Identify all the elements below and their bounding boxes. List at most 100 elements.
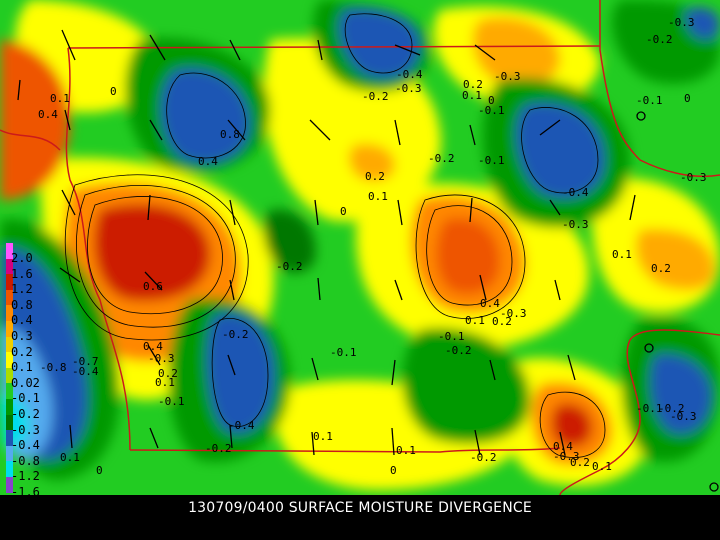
legend-swatch (6, 430, 13, 446)
legend-swatch (6, 477, 13, 493)
contour-label: 0 (684, 92, 691, 105)
contour-label: 0.1 (155, 376, 175, 389)
legend-level-label: 0.02 (11, 375, 40, 390)
contour-label: 0.1 (592, 460, 612, 473)
legend-swatch (6, 383, 13, 399)
legend-level-label: 0.8 (11, 297, 33, 312)
contour-label: -0.2 (646, 33, 673, 46)
contour-label: 0.2 (570, 456, 590, 469)
contour-label: 0.1 (50, 92, 70, 105)
contour-label: -0.2 (445, 344, 472, 357)
legend-swatch (6, 243, 13, 259)
contour-label: -0.8 (40, 361, 67, 374)
contour-label: 0.1 (313, 430, 333, 443)
legend-swatch (6, 445, 13, 462)
contour-label: -0.1 (158, 395, 185, 408)
legend-swatch (6, 352, 13, 368)
legend-swatch (6, 399, 13, 415)
contour-label: 0.2 (463, 78, 483, 91)
contour-label: -0.4 (228, 419, 255, 432)
contour-label: 0.2 (492, 315, 512, 328)
contour-label: -0.3 (553, 450, 580, 463)
contour-label: -0.2 (362, 90, 389, 103)
legend-level-label: 0.1 (11, 360, 33, 375)
legend-level-label: -1.6 (11, 485, 40, 499)
contour-label: 0.8 (220, 128, 240, 141)
contour-label: 0.2 (651, 262, 671, 275)
legend-level-label: 0.3 (11, 329, 33, 343)
contour-label: 0.1 (368, 190, 388, 203)
station-marker (636, 111, 646, 121)
contour-label: -0.2 (470, 451, 497, 464)
contour-label: -0.1 (636, 402, 663, 415)
contour-label: 0.6 (143, 280, 163, 293)
contour-label: -0.3 (395, 82, 422, 95)
contour-label: -0.4 (562, 186, 589, 199)
legend-level-label: -0.2 (11, 407, 40, 421)
contour-label: -0.1 (438, 330, 465, 343)
contour-label: 0 (340, 205, 347, 218)
contour-label: 0.4 (480, 297, 500, 310)
legend-level-label: 0.4 (11, 313, 33, 328)
contour-label: -0.2 (205, 442, 232, 455)
station-marker (644, 343, 654, 353)
contour-label: -0.2 (222, 328, 249, 341)
contour-label: 0 (390, 464, 397, 477)
contour-label: 0.4 (38, 108, 58, 121)
legend-level-label: 2.0 (11, 251, 33, 265)
legend-swatch (6, 461, 13, 477)
contour-label: -0.3 (148, 352, 175, 365)
wind-barbs (17, 29, 636, 456)
contour-label: -0.1 (478, 104, 505, 117)
contour-label: -0.1 (636, 94, 663, 107)
contour-label: -0.4 (396, 68, 423, 81)
contour-label: -0.3 (500, 307, 527, 320)
contour-label: -0.3 (680, 171, 707, 184)
legend-level-label: -0.1 (11, 391, 40, 406)
legend-swatch (6, 414, 13, 431)
contour-label: 0.1 (462, 89, 482, 102)
legend-swatch (6, 274, 13, 290)
contour-label: -0.1 (478, 154, 505, 167)
contour-label: 0 (488, 94, 495, 107)
contour-label: -0.1 (330, 346, 357, 359)
legend-level-label: -1.2 (11, 469, 40, 484)
legend-level-label: 1.2 (11, 282, 33, 297)
contour-label: 0 (110, 85, 117, 98)
contour-label: 0.1 (396, 444, 416, 457)
legend-swatch (6, 305, 13, 321)
contour-label: -0.3 (494, 70, 521, 83)
contour-label: 0.2 (158, 367, 178, 380)
contour-label: 0.2 (365, 170, 385, 183)
contour-label: -0.2 (658, 402, 685, 415)
contour-label: 0 (96, 464, 103, 477)
legend-swatch (6, 289, 13, 306)
contour-label: -0.3 (670, 410, 697, 423)
legend-level-label: -0.4 (11, 438, 40, 453)
contour-label: -0.3 (668, 16, 695, 29)
contour-labels: 0 0.1 0.4 0.8 0.4 -0.2 -0.4 -0.3 -0.3 0.… (38, 16, 707, 477)
legend-swatch (6, 258, 13, 275)
contour-label: -0.7 (72, 355, 99, 368)
contour-label: 0.4 (198, 155, 218, 168)
contour-label: 0.1 (612, 248, 632, 261)
legend-swatch (6, 336, 13, 353)
contour-label: 0.4 (553, 440, 573, 453)
contour-label: 0.1 (60, 451, 80, 464)
contour-label: 0.4 (143, 340, 163, 353)
moisture-divergence-map: 0 0.1 0.4 0.8 0.4 -0.2 -0.4 -0.3 -0.3 0.… (0, 0, 720, 495)
station-marker (709, 482, 719, 492)
legend-level-label: -0.8 (11, 453, 40, 468)
contour-label: -0.3 (562, 218, 589, 231)
contour-label: 0.1 (465, 314, 485, 327)
legend-level-label: -0.3 (11, 422, 40, 437)
contour-label: -0.2 (428, 152, 455, 165)
legend-swatch (6, 321, 13, 337)
legend-level-label: 0.2 (11, 344, 33, 359)
map-caption: 130709/0400 SURFACE MOISTURE DIVERGENCE (188, 500, 532, 516)
contour-isolines (64, 13, 606, 458)
contour-label: -0.4 (72, 365, 99, 378)
legend-swatch (6, 367, 13, 384)
contour-label: -0.2 (276, 260, 303, 273)
